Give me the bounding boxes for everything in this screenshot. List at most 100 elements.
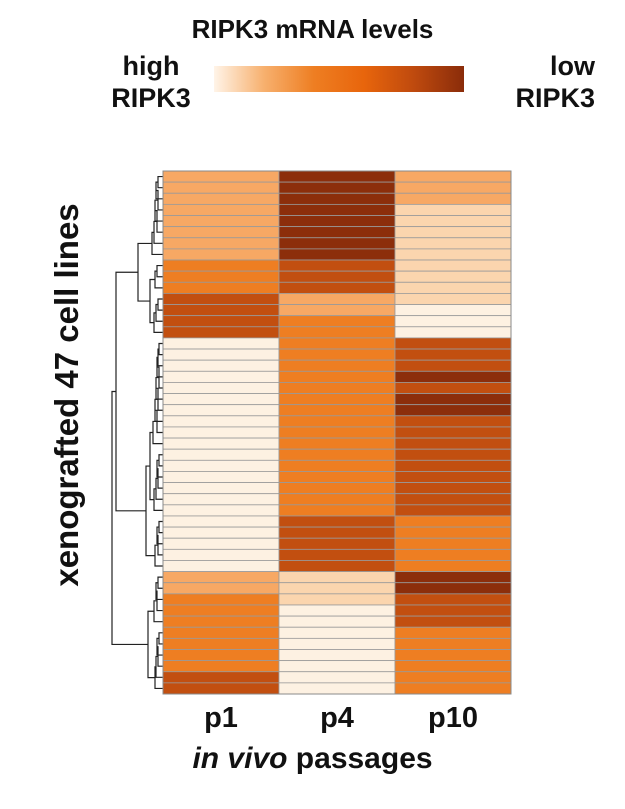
- heatmap-cell: [162, 259, 280, 272]
- heatmap-cell: [162, 582, 280, 595]
- heatmap-cell: [394, 203, 512, 216]
- heatmap-cell: [394, 637, 512, 650]
- heatmap-cell: [162, 393, 280, 406]
- x-axis-label-rest: passages: [287, 742, 433, 775]
- heatmap-cell: [278, 637, 396, 650]
- heatmap-cell: [162, 626, 280, 639]
- heatmap-cells: [162, 170, 512, 695]
- heatmap-cell: [278, 359, 396, 372]
- row-dendrogram: [111, 175, 163, 690]
- dendrogram-branch: [156, 590, 163, 612]
- heatmap-cell: [394, 593, 512, 606]
- dendrogram-branch: [158, 342, 163, 356]
- dendrogram-branch: [154, 544, 163, 567]
- heatmap-cell: [394, 393, 512, 406]
- heatmap-cell: [394, 304, 512, 317]
- heatmap-cell: [162, 304, 280, 317]
- heatmap-cell: [162, 615, 280, 628]
- heatmap-cell: [394, 548, 512, 561]
- heatmap-cell: [278, 582, 396, 595]
- heatmap-cell: [278, 593, 396, 606]
- heatmap-cell: [394, 604, 512, 617]
- heatmap-cell: [162, 471, 280, 483]
- heatmap-cell: [278, 259, 396, 272]
- heatmap-cell: [278, 493, 396, 506]
- heatmap-cell: [162, 415, 280, 428]
- heatmap-cell: [394, 326, 512, 339]
- heatmap-cell: [394, 571, 512, 584]
- dendrogram-branch: [158, 454, 163, 467]
- heatmap-cell: [278, 226, 396, 239]
- dendrogram-branch: [156, 264, 163, 278]
- dendrogram-branch: [153, 312, 163, 333]
- heatmap-cell: [162, 237, 280, 250]
- x-axis-label: in vivo passages: [0, 742, 625, 776]
- heatmap-cell: [162, 515, 280, 528]
- heatmap-cell: [162, 437, 280, 450]
- heatmap-cell: [278, 526, 396, 539]
- dendrogram-branch: [155, 303, 163, 322]
- heatmap-cell: [162, 426, 280, 439]
- heatmap-cell: [278, 203, 396, 216]
- heatmap-cell: [278, 370, 396, 383]
- heatmap-cell: [394, 382, 512, 394]
- heatmap-cell: [394, 671, 512, 684]
- x-axis-label-italic: in vivo: [192, 742, 288, 775]
- heatmap-cell: [394, 237, 512, 250]
- heatmap-cell: [394, 537, 512, 550]
- heatmap-cell: [278, 604, 396, 617]
- heatmap-cell: [278, 337, 396, 350]
- heatmap-cell: [162, 315, 280, 328]
- heatmap-cell: [278, 626, 396, 639]
- heatmap-cell: [162, 493, 280, 506]
- heatmap-cell: [162, 448, 280, 461]
- heatmap-cell: [394, 504, 512, 517]
- heatmap-cell: [394, 682, 512, 695]
- heatmap-cell: [394, 359, 512, 372]
- heatmap-cell: [394, 426, 512, 439]
- heatmap-cell: [162, 671, 280, 684]
- heatmap-cell: [162, 504, 280, 517]
- legend-left-line1: high: [122, 51, 180, 81]
- heatmap-cell: [394, 515, 512, 528]
- heatmap-cell: [162, 326, 280, 339]
- heatmap-cell: [394, 181, 512, 194]
- heatmap-border: [162, 170, 512, 695]
- heatmap-cell: [394, 192, 512, 205]
- heatmap-cell: [394, 248, 512, 261]
- heatmap-cell: [394, 649, 512, 662]
- heatmap-cell: [394, 404, 512, 417]
- x-tick-p4: p4: [320, 702, 354, 734]
- heatmap-cell: [278, 326, 396, 339]
- heatmap-cell: [162, 359, 280, 372]
- heatmap-cell: [278, 660, 396, 673]
- heatmap-cell: [162, 348, 280, 361]
- heatmap-cell: [394, 660, 512, 673]
- heatmap-cell: [278, 270, 396, 283]
- heatmap-cell: [394, 337, 512, 350]
- heatmap-cell: [278, 292, 396, 305]
- heatmap-cell: [162, 526, 280, 539]
- heatmap-cell: [278, 404, 396, 417]
- heatmap-cell: [278, 448, 396, 461]
- heatmap-cell: [278, 215, 396, 228]
- heatmap-cell: [394, 482, 512, 495]
- heatmap-cell: [278, 437, 396, 450]
- heatmap-cell: [394, 615, 512, 628]
- heatmap-cell: [394, 281, 512, 294]
- heatmap-cell: [394, 471, 512, 483]
- heatmap-cell: [278, 304, 396, 317]
- heatmap-cell: [278, 237, 396, 250]
- heatmap-cell: [162, 560, 280, 572]
- heatmap-cell: [162, 593, 280, 606]
- heatmap-cell: [394, 526, 512, 539]
- x-tick-p1: p1: [204, 702, 238, 734]
- heatmap-cell: [394, 626, 512, 639]
- heatmap-cell: [394, 582, 512, 595]
- heatmap-cell: [394, 448, 512, 461]
- heatmap-cell: [394, 493, 512, 506]
- heatmap-cell: [278, 615, 396, 628]
- heatmap-cell: [394, 560, 512, 572]
- heatmap-cell: [394, 437, 512, 450]
- heatmap-cell: [162, 548, 280, 561]
